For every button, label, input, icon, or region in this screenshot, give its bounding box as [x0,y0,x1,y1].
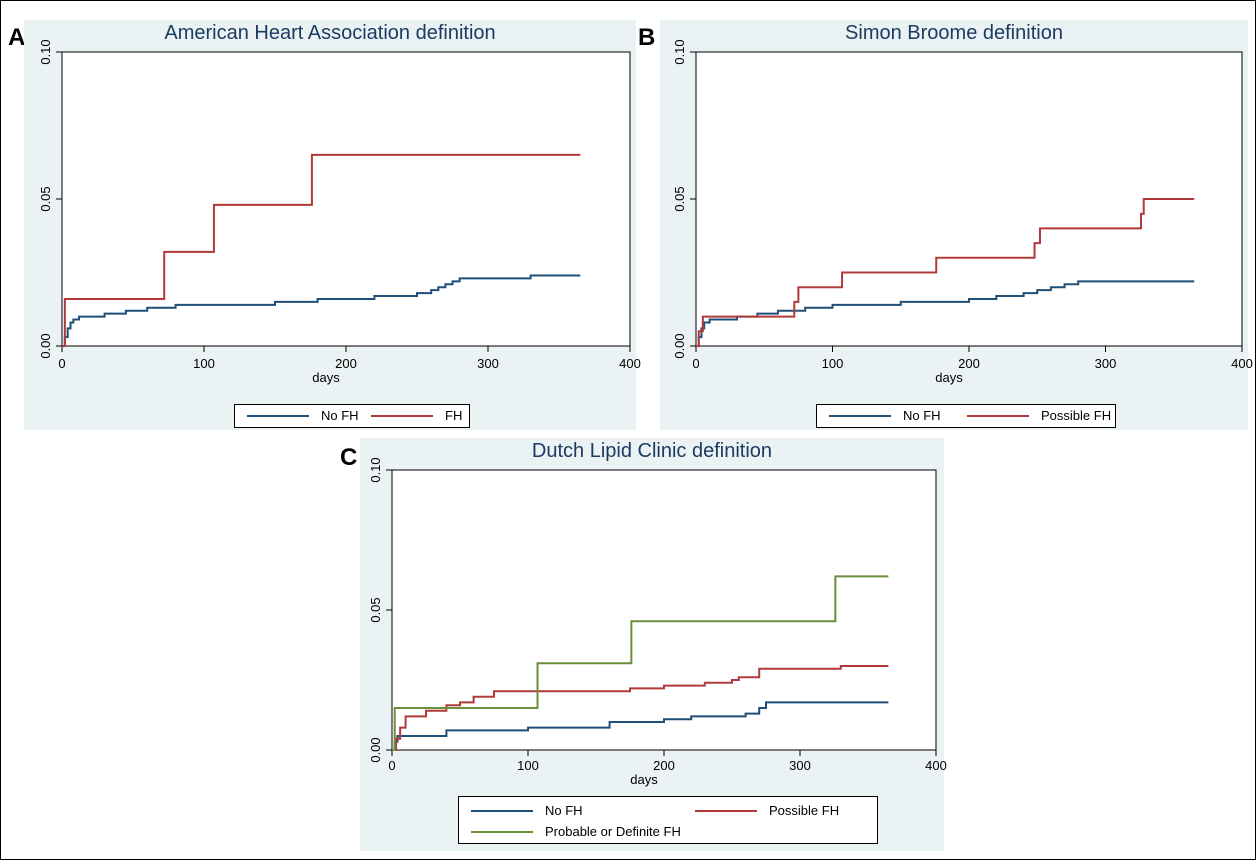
x-axis-label: days [630,772,658,787]
legend-swatch [829,414,891,417]
series-line [392,665,889,751]
legend-swatch [471,809,533,812]
series-line [696,280,1195,347]
y-tick-label: 0.00 [672,333,687,358]
legend-item: No FH [471,803,583,818]
y-tick-label: 0.00 [38,333,53,358]
panel-b-legend: No FH Possible FH [816,404,1116,428]
y-tick-label: 0.10 [38,39,53,64]
panel-c: Dutch Lipid Clinic definition 0 100 200 300… [360,438,947,851]
x-tick-label: 0 [388,758,395,773]
plot-area [61,51,631,347]
series-line [696,198,1195,347]
y-tick-label: 0.10 [368,457,383,482]
x-tick-label: 100 [517,758,539,773]
legend-label: Probable or Definite FH [545,824,681,839]
legend-item: FH [371,408,462,423]
legend-item: No FH [247,408,359,423]
legend-item: Probable or Definite FH [471,824,681,839]
x-tick-label: 400 [1231,356,1253,371]
panel-c-letter: C [340,444,358,471]
legend-item: Possible FH [695,803,839,818]
x-tick-label: 200 [958,356,980,371]
panel-b-letter: B [638,24,656,51]
legend-item: No FH [829,408,941,423]
panel-a-plot: 0 100 200 300 400 days 0.00 0.05 0.10 [38,39,641,385]
x-tick-label: 200 [335,356,357,371]
x-tick-label: 100 [193,356,215,371]
x-tick-label: 100 [822,356,844,371]
legend-swatch [471,830,533,833]
x-tick-label: 300 [477,356,499,371]
x-tick-label: 400 [619,356,641,371]
legend-swatch [371,414,433,417]
panel-a: American Heart Association definition 0 1… [24,20,641,430]
panel-a-title: American Heart Association definition [164,22,496,44]
legend-swatch [695,809,757,812]
legend-label: Possible FH [769,803,840,818]
x-tick-label: 400 [925,758,947,773]
legend-swatch [247,414,309,417]
y-tick-label: 0.05 [38,186,53,211]
x-tick-label: 300 [789,758,811,773]
legend-label: Possible FH [1041,408,1112,423]
x-axis-label: days [935,370,963,385]
panel-c-legend: No FH Possible FH Probable or Definite F… [458,796,878,844]
series-line [392,575,889,751]
panel-c-title: Dutch Lipid Clinic definition [531,440,773,462]
legend-label: No FH [903,408,941,423]
series-line [62,274,581,347]
legend-label: No FH [545,803,583,818]
panel-b-title: Simon Broome definition [845,22,1063,44]
x-tick-label: 300 [1095,356,1117,371]
x-axis-label: days [312,370,340,385]
x-tick-label: 200 [653,758,675,773]
series-line [62,153,581,347]
y-tick-label: 0.10 [672,39,687,64]
legend-label: FH [445,408,463,423]
legend-item: Possible FH [967,408,1111,423]
legend-label: No FH [321,408,359,423]
legend-swatch [967,414,1029,417]
panel-a-letter: A [8,24,26,51]
panel-c-plot: 0 100 200 300 400 days 0.00 0.05 0.10 [368,457,947,787]
panel-b: Simon Broome definition 0 100 200 300 400 day… [660,20,1253,430]
x-tick-label: 0 [692,356,699,371]
y-tick-label: 0.00 [368,737,383,762]
panel-a-legend: No FH FH [234,404,470,428]
y-tick-label: 0.05 [672,186,687,211]
x-tick-label: 0 [58,356,65,371]
y-tick-label: 0.05 [368,597,383,622]
panel-b-plot: 0 100 200 300 400 days 0.00 0.05 0.10 [672,39,1253,385]
